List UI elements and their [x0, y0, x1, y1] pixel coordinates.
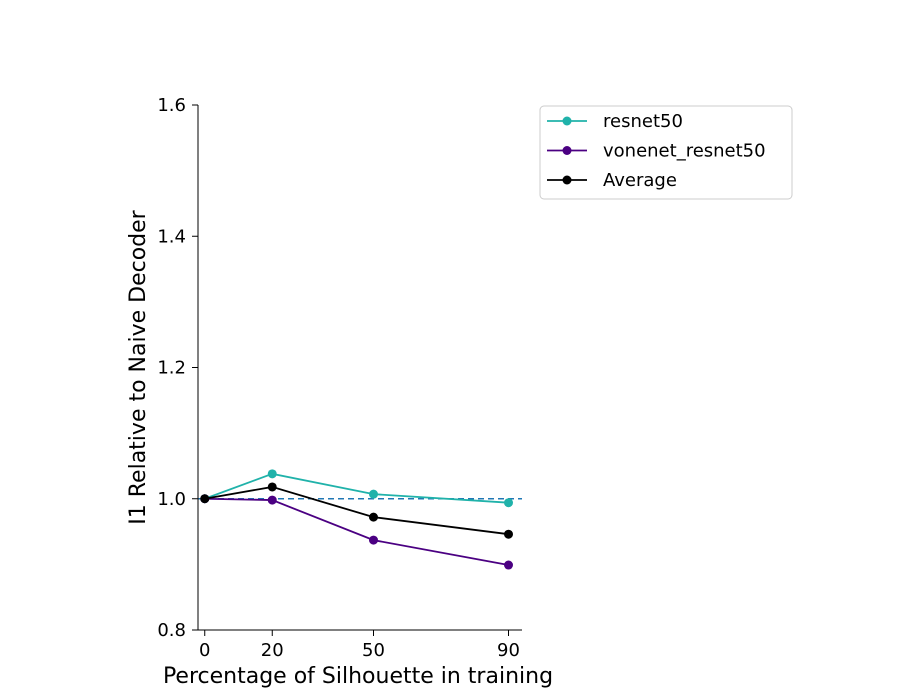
- y-tick-label: 1.2: [157, 358, 186, 379]
- legend-box: [539, 105, 793, 200]
- y-ticks: 0.8 1.0 1.2 1.4 1.6: [157, 95, 198, 641]
- legend-item: Average: [547, 170, 677, 191]
- legend-item: vonenet_resnet50: [547, 141, 766, 162]
- y-axis-title: I1 Relative to Naive Decoder: [126, 209, 151, 524]
- legend-label: resnet50: [603, 111, 683, 132]
- data-point: [369, 512, 378, 522]
- y-tick-label: 0.8: [157, 620, 186, 641]
- legend-label: vonenet_resnet50: [603, 141, 766, 162]
- y-tick-label: 1.4: [157, 226, 186, 247]
- series-group: [200, 469, 513, 570]
- legend-items: resnet50 vonenet_resnet50 Average: [547, 111, 766, 191]
- series-line: [204, 497, 509, 566]
- data-point: [267, 495, 277, 505]
- legend-swatch-marker: [562, 175, 572, 185]
- data-point: [504, 560, 513, 570]
- x-tick-label: 20: [261, 640, 284, 661]
- data-point: [504, 529, 513, 539]
- x-tick-label: 90: [497, 640, 520, 661]
- data-point: [369, 535, 378, 545]
- y-tick-label: 1.6: [157, 95, 186, 116]
- x-tick-label: 0: [199, 640, 210, 661]
- data-point: [200, 494, 210, 504]
- legend: resnet50 vonenet_resnet50 Average: [539, 105, 793, 200]
- data-point: [267, 482, 277, 492]
- legend-swatch-marker: [562, 146, 572, 155]
- series-vonenet_resnet50: [200, 494, 513, 570]
- data-point: [267, 469, 277, 479]
- series-line: [204, 472, 509, 504]
- x-tick-label: 50: [362, 640, 385, 661]
- legend-item: resnet50: [547, 111, 683, 132]
- series-resnet50: [200, 469, 513, 508]
- x-ticks: 0 20 50 90: [199, 630, 520, 661]
- data-point: [504, 498, 513, 508]
- legend-swatch-marker: [562, 116, 572, 126]
- series-Average: [200, 482, 513, 539]
- series-line: [204, 486, 509, 536]
- x-axis-title: Percentage of Silhouette in training: [163, 664, 553, 689]
- plot-area: [198, 469, 522, 570]
- y-tick-label: 1.0: [157, 489, 186, 510]
- axes: 0.8 1.0 1.2 1.4 1.6 0 20 50 90: [157, 95, 522, 661]
- legend-label: Average: [603, 170, 677, 191]
- data-point: [369, 489, 378, 499]
